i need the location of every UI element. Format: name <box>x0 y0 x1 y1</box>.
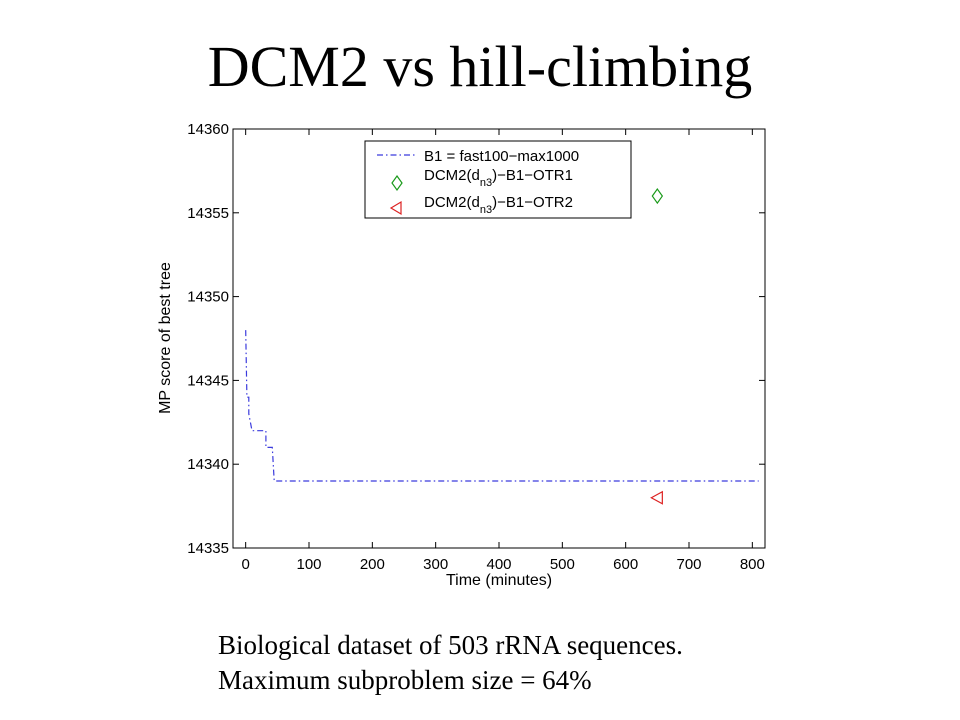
axis-ticks: 0 100 200 300 400 500 600 700 800 14335 14340 14345… <box>187 121 765 573</box>
x-tick-label: 500 <box>550 556 575 573</box>
legend-label-otr2-suffix: )−B1−OTR2 <box>492 194 573 211</box>
y-tick-label: 14345 <box>187 372 229 389</box>
x-tick-label: 600 <box>613 556 638 573</box>
legend-label-b1: B1 = fast100−max1000 <box>424 148 579 165</box>
legend-box <box>364 140 632 219</box>
legend-label-otr1-sub: n3 <box>480 177 492 189</box>
chart-series <box>245 188 759 505</box>
slide-title: DCM2 vs hill-climbing <box>207 34 753 99</box>
series-line-b1 <box>245 330 759 482</box>
legend-label-otr1-suffix: )−B1−OTR1 <box>492 167 573 184</box>
data-point-otr1 <box>651 188 664 205</box>
y-axis-label: MP score of best tree <box>157 262 174 414</box>
y-tick-label: 14335 <box>187 540 229 557</box>
legend-swatch-otr1 <box>391 174 403 192</box>
x-tick-label: 300 <box>423 556 448 573</box>
x-tick-label: 0 <box>241 556 249 573</box>
caption-line-2: Maximum subproblem size = 64% <box>218 665 592 695</box>
caption-line-1: Biological dataset of 503 rRNA sequences… <box>218 630 683 660</box>
x-tick-label: 200 <box>360 556 385 573</box>
x-tick-label: 800 <box>740 556 765 573</box>
legend-label-otr2-sub: n3 <box>480 204 492 216</box>
legend-label-otr2: DCM2(dn3)−B1−OTR2 <box>424 194 573 216</box>
legend-label-otr2-prefix: DCM2(d <box>424 194 480 211</box>
x-tick-label: 700 <box>676 556 701 573</box>
y-tick-label: 14340 <box>187 456 229 473</box>
data-point-otr2 <box>650 490 663 505</box>
y-tick-label: 14360 <box>187 121 229 138</box>
x-tick-label: 400 <box>486 556 511 573</box>
x-tick-label: 100 <box>296 556 321 573</box>
legend-swatch-otr2 <box>389 200 402 216</box>
caption: Biological dataset of 503 rRNA sequences… <box>218 628 683 698</box>
legend: B1 = fast100−max1000 DCM2(dn3)−B1−OTR1 D… <box>364 140 632 219</box>
legend-label-otr1-prefix: DCM2(d <box>424 167 480 184</box>
x-axis-label: Time (minutes) <box>446 572 552 589</box>
y-tick-label: 14350 <box>187 289 229 306</box>
legend-label-otr1: DCM2(dn3)−B1−OTR1 <box>424 167 573 189</box>
y-tick-label: 14355 <box>187 205 229 222</box>
